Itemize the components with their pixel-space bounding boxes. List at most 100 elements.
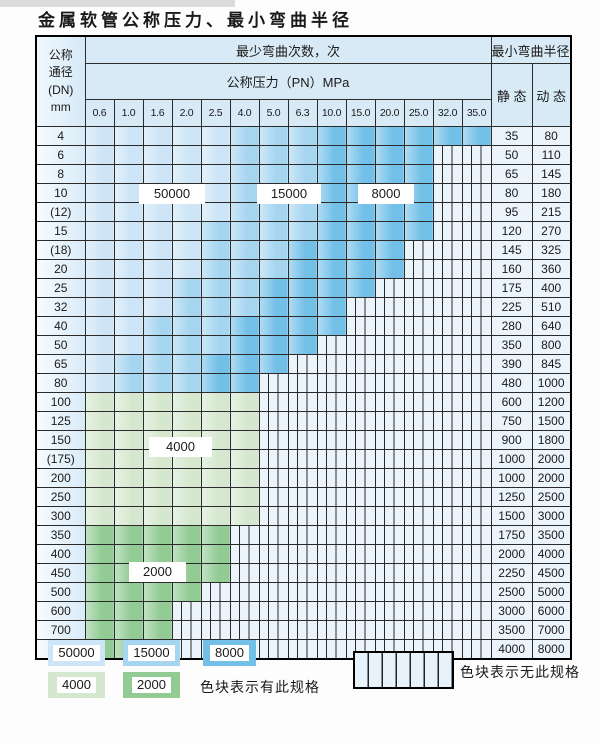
cycle-cell-15000 [258,259,289,279]
no-spec-cell [258,430,289,450]
no-spec-cell [287,620,318,640]
cycle-cell-8000 [316,259,347,279]
dynamic-radius-cell: 80 [531,126,572,146]
cycle-cell-8000 [345,259,376,279]
no-spec-cell [403,601,434,621]
no-spec-cell [316,392,347,412]
legend-swatch-label: 4000 [57,677,96,693]
cycle-cell-15000 [200,221,231,241]
no-spec-cell [432,354,463,374]
dynamic-radius-cell: 2500 [531,487,572,507]
dn-cell: (175) [35,449,86,469]
no-spec-cell [287,411,318,431]
no-spec-cell [432,601,463,621]
dn-cell: 450 [35,563,86,583]
dn-cell: 25 [35,278,86,298]
no-spec-cell [287,525,318,545]
no-spec-cell [345,411,376,431]
no-spec-cell [316,430,347,450]
no-spec-cell [316,449,347,469]
no-spec-cell [432,582,463,602]
cycle-cell-8000 [316,221,347,241]
dynamic-radius-cell: 5000 [531,582,572,602]
pressure-radius-table-wrap: 公称 通径 (DN) mm 最少弯曲次数，次 最小弯曲半径 公称压力（PN）MP… [35,35,572,660]
cycle-cell-4000 [84,411,115,431]
cycle-cell-8000 [403,221,434,241]
cycle-cell-15000 [229,126,260,146]
dynamic-radius-cell: 2000 [531,468,572,488]
no-spec-cell [374,525,405,545]
cycle-cell-15000 [258,221,289,241]
cycle-cell-50000 [171,221,202,241]
table-row: 50 350 800 [35,335,572,355]
cycle-cell-50000 [142,297,173,317]
legend-swatch-label: 50000 [53,645,100,661]
cycle-cell-50000 [171,126,202,146]
static-radius-cell: 3500 [490,620,533,640]
cycle-cell-8000 [316,183,347,203]
no-spec-cell [258,449,289,469]
zone-label-15000: 15000 [257,184,321,204]
table-row: 6 50 110 [35,145,572,165]
cycle-cell-50000 [142,240,173,260]
cycle-cell-8000 [403,202,434,222]
table-row: 65 390 845 [35,354,572,374]
cycle-cell-15000 [258,126,289,146]
table-row: 400 2000 4000 [35,544,572,564]
no-spec-cell [287,582,318,602]
no-spec-cell [287,601,318,621]
no-spec-cell [287,639,318,660]
no-spec-cell [461,297,492,317]
no-spec-cell [403,392,434,412]
cycle-cell-15000 [171,278,202,298]
no-spec-cell [461,582,492,602]
table-row: 25 175 400 [35,278,572,298]
static-radius-cell: 4000 [490,639,533,660]
dn-cell: 600 [35,601,86,621]
no-spec-cell [345,430,376,450]
cycle-cell-50000 [171,202,202,222]
dn-cell: 400 [35,544,86,564]
cycle-cell-15000 [258,202,289,222]
cycle-cell-15000 [200,259,231,279]
cycle-cell-8000 [258,354,289,374]
cycle-cell-50000 [113,145,144,165]
static-radius-cell: 225 [490,297,533,317]
pressure-tick: 1.0 [113,99,144,127]
dn-cell: 250 [35,487,86,507]
cycle-cell-50000 [200,202,231,222]
static-radius-cell: 2500 [490,582,533,602]
static-radius-cell: 2250 [490,563,533,583]
cycle-cell-8000 [287,259,318,279]
cycle-cell-2000 [200,544,231,564]
static-radius-cell: 1750 [490,525,533,545]
cycle-cell-8000 [200,373,231,393]
cycle-cell-2000 [113,601,144,621]
no-spec-cell [403,620,434,640]
cycle-cell-2000 [142,525,173,545]
no-spec-cell [345,354,376,374]
dn-cell: (12) [35,202,86,222]
table-row: 40 280 640 [35,316,572,336]
cycle-cell-8000 [287,297,318,317]
no-spec-cell [287,392,318,412]
cycle-cell-8000 [432,126,463,146]
cycle-cell-4000 [113,411,144,431]
cycle-cell-2000 [113,620,144,640]
cycle-cell-4000 [171,392,202,412]
no-spec-cell [345,468,376,488]
cycle-cell-50000 [84,373,115,393]
cycle-cell-8000 [345,145,376,165]
cycle-cell-8000 [316,126,347,146]
dn-cell: 150 [35,430,86,450]
no-spec-cell [345,506,376,526]
no-spec-cell [345,525,376,545]
dynamic-radius-cell: 400 [531,278,572,298]
dynamic-radius-cell: 7000 [531,620,572,640]
dynamic-radius-cell: 3000 [531,506,572,526]
cycle-cell-8000 [229,316,260,336]
cycle-cell-15000 [287,202,318,222]
cycle-cell-50000 [84,297,115,317]
table-row: (18) 145 325 [35,240,572,260]
